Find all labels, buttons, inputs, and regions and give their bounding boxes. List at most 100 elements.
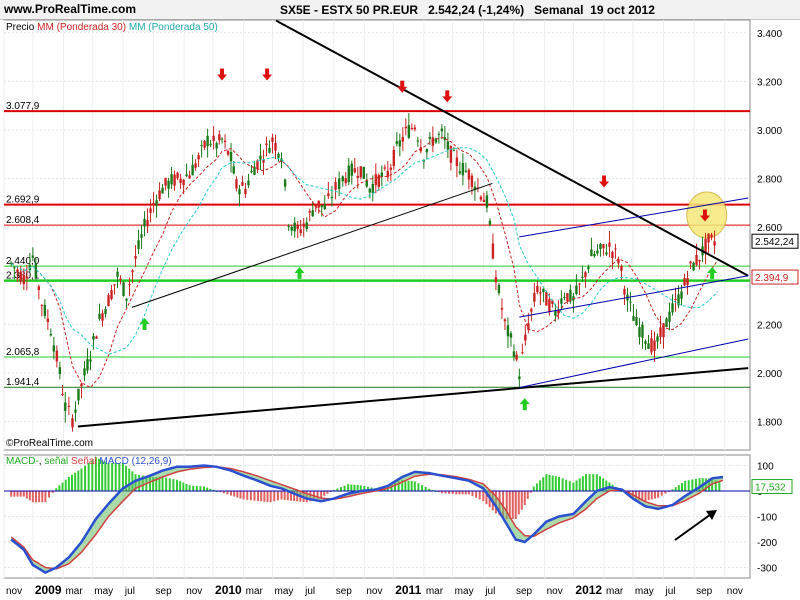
macd-histogram-bar: [482, 491, 485, 502]
candle-body: [521, 352, 524, 354]
candle-body: [259, 155, 262, 160]
macd-histogram-bar: [401, 479, 404, 491]
candle-body: [161, 187, 164, 194]
candle-body: [470, 175, 474, 188]
macd-histogram-bar: [598, 476, 601, 491]
candle-body: [674, 298, 677, 301]
macd-histogram-bar: [448, 491, 451, 494]
macd-histogram-bar: [677, 485, 680, 491]
trendline: [77, 367, 749, 428]
candle-body: [67, 405, 71, 407]
candle-body: [380, 172, 384, 177]
macd-histogram-bar: [94, 457, 97, 491]
macd-histogram-bar: [58, 485, 61, 491]
candle-body: [311, 210, 314, 217]
macd-histogram-bar: [444, 491, 447, 494]
candle-body: [308, 211, 311, 213]
x-tick-label: mar: [65, 586, 83, 597]
candle-body: [152, 202, 155, 204]
macd-value-label: 17,532: [755, 483, 786, 494]
price-y-tick-label: 2.600: [757, 223, 782, 234]
macd-histogram-bar: [718, 482, 721, 491]
macd-histogram-bar: [286, 491, 289, 501]
candle-body: [58, 367, 62, 375]
macd-histogram-bar: [551, 475, 554, 491]
macd-histogram-bar: [440, 491, 443, 494]
candle-body: [524, 334, 527, 341]
sell-arrow-icon: [262, 68, 273, 81]
x-tick-label: jul: [484, 586, 495, 597]
macd-histogram-bar: [585, 474, 588, 491]
x-tick-label: 2011: [395, 583, 421, 597]
candle-body: [206, 135, 209, 146]
macd-histogram-bar: [451, 491, 454, 495]
macd-histogram-bar: [526, 491, 529, 499]
candle-body: [327, 193, 330, 197]
horizontal-level-label: 2.608,4: [6, 215, 40, 226]
macd-histogram-bar: [565, 479, 568, 491]
macd-histogram-bar: [694, 478, 697, 491]
macd-histogram-bar: [336, 488, 339, 491]
candle-body: [497, 284, 501, 294]
candle-body: [533, 292, 536, 302]
candle-body: [95, 336, 98, 339]
macd-y-tick-label: -100: [757, 513, 777, 524]
candle-body: [599, 244, 602, 250]
x-tick-label: nov: [6, 586, 22, 597]
candle-body: [182, 179, 185, 186]
macd-histogram-bar: [148, 476, 151, 491]
legend-ma30: MM (Ponderada 30): [37, 22, 127, 33]
macd-histogram-bar: [539, 480, 542, 491]
candle-body: [590, 249, 593, 257]
x-tick-label: sep: [156, 586, 173, 597]
candle-body: [179, 178, 182, 183]
period: Semanal: [534, 3, 584, 17]
price-y-tick-label: 2.200: [757, 320, 782, 331]
sell-arrow-icon: [442, 90, 453, 103]
macd-histogram-bar: [104, 461, 107, 491]
candle-body: [668, 311, 671, 322]
macd-histogram-bar: [239, 491, 242, 499]
candle-body: [491, 243, 495, 259]
candle-body: [593, 254, 596, 257]
candle-body: [392, 149, 396, 167]
macd-histogram-bar: [605, 480, 608, 491]
macd-histogram-bar: [276, 491, 279, 501]
candle-body: [704, 238, 707, 254]
macd-histogram-bar: [71, 474, 74, 491]
macd-histogram-bar: [31, 491, 34, 503]
macd-histogram-bar: [397, 481, 400, 491]
macd-histogram-bar: [575, 480, 578, 491]
x-tick-label: mar: [246, 586, 264, 597]
candle-body: [155, 200, 158, 206]
macd-histogram-bar: [557, 476, 560, 491]
symbol: SX5E - ESTX 50 PR.EUR: [280, 3, 419, 17]
candle-body: [149, 208, 152, 213]
candle-body: [482, 199, 486, 202]
candle-body: [122, 282, 125, 296]
candle-body: [146, 220, 149, 227]
candle-body: [164, 178, 167, 186]
macd-histogram-bar: [44, 491, 47, 503]
top-bar: www.ProRealTime.com SX5E - ESTX 50 PR.EU…: [0, 0, 800, 20]
buy-arrow-icon: [519, 398, 530, 411]
candle-body: [277, 153, 280, 158]
candle-body: [461, 163, 465, 176]
candle-body: [563, 297, 566, 299]
macd-histogram-bar: [64, 479, 67, 491]
macd-histogram-bar: [22, 491, 25, 497]
candle-body: [557, 309, 560, 314]
candle-body: [113, 284, 116, 286]
macd-histogram-bar: [431, 489, 434, 491]
candle-body: [158, 190, 161, 200]
macd-histogram-bar: [230, 491, 233, 496]
candle-body: [362, 166, 365, 179]
macd-histogram-bar: [182, 482, 185, 491]
candle-body: [37, 286, 41, 291]
macd-histogram-bar: [195, 485, 198, 491]
macd-histogram-bar: [165, 477, 168, 491]
x-tick-label: nov: [547, 586, 563, 597]
macd-histogram-bar: [588, 474, 591, 491]
macd-histogram-bar: [41, 491, 44, 503]
macd-histogram-bar: [471, 491, 474, 497]
